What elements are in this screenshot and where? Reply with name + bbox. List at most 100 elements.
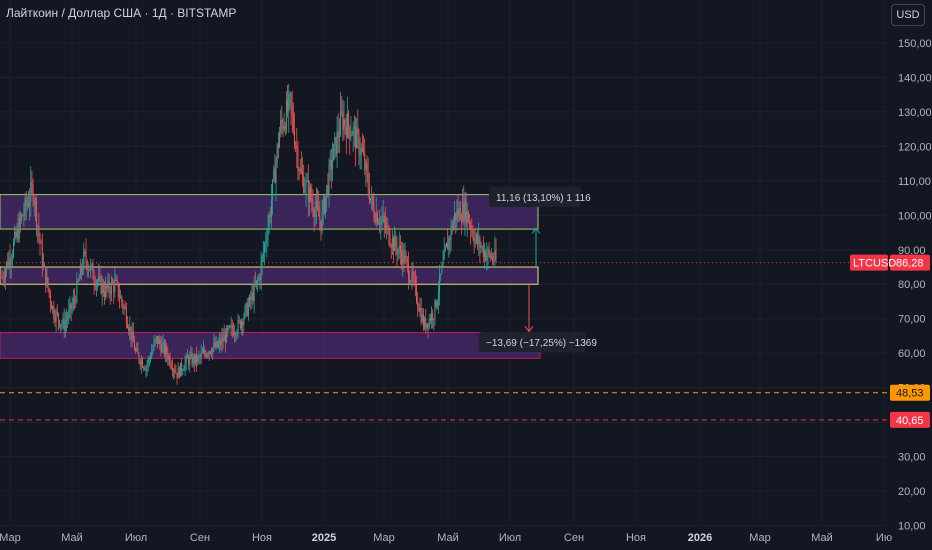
y-tick-label: 140,00 <box>898 72 932 84</box>
candle-body <box>238 320 240 321</box>
candle-body <box>444 246 446 250</box>
candle-body <box>333 144 335 161</box>
candle-body <box>63 318 65 331</box>
candle-body <box>298 169 300 172</box>
candle-body <box>267 226 269 241</box>
candle-body <box>402 249 404 264</box>
candle-body <box>449 237 451 240</box>
candle-body <box>352 127 354 136</box>
candle-body <box>386 225 388 229</box>
candle-body <box>346 113 348 138</box>
candle-body <box>169 356 171 366</box>
candle-body <box>48 288 50 294</box>
candle-body <box>228 326 230 330</box>
candle-body <box>495 249 497 259</box>
candle-body <box>181 363 183 371</box>
candle-body <box>304 190 306 193</box>
candle-body <box>399 245 401 254</box>
candle-body <box>482 246 484 257</box>
candle-body <box>439 274 441 294</box>
candle-body <box>317 201 319 208</box>
candle-body <box>34 201 36 205</box>
candle-body <box>335 137 337 155</box>
candle-body <box>310 187 312 199</box>
candle-body <box>376 212 378 224</box>
candle-body <box>213 343 215 348</box>
candle-body <box>359 154 361 156</box>
candle-body <box>295 144 297 146</box>
candle-body <box>97 281 99 283</box>
candle-body <box>84 251 86 253</box>
candle-body <box>139 360 141 365</box>
candle-body <box>467 211 469 223</box>
candle-body <box>276 144 278 162</box>
candle-body <box>183 369 185 371</box>
x-tick-label: Мар <box>749 532 771 544</box>
candle-body <box>150 358 152 360</box>
candle-body <box>197 356 199 363</box>
candle-body <box>79 265 81 279</box>
candle-body <box>47 277 49 289</box>
candle-body <box>145 367 147 371</box>
price-tag-value-bg <box>890 384 930 401</box>
candle-body <box>3 278 5 280</box>
candle-body <box>98 275 100 282</box>
candle-body <box>361 147 363 151</box>
candle-body <box>416 283 418 302</box>
candle-body <box>466 211 468 223</box>
candle-body <box>51 302 53 310</box>
candle-body <box>45 267 47 286</box>
y-tick-label: 130,00 <box>898 107 932 119</box>
candle-body <box>291 105 293 114</box>
candle-body <box>321 210 323 232</box>
candle-body <box>342 112 344 130</box>
candle-body <box>445 243 447 247</box>
candle-body <box>328 164 330 195</box>
candle-body <box>315 201 317 210</box>
candle-body <box>165 346 167 354</box>
candle-body <box>95 282 97 287</box>
candle-body <box>116 279 118 283</box>
candle-body <box>247 304 249 316</box>
candle-body <box>135 350 137 352</box>
candle-body <box>384 222 386 229</box>
candle-body <box>253 283 255 301</box>
candle-body <box>355 126 357 149</box>
candle-body <box>67 317 69 320</box>
price-tag-value: 86,28 <box>896 258 924 270</box>
candle-body <box>443 249 445 260</box>
candle-body <box>102 283 104 293</box>
candle-body <box>37 226 39 227</box>
candle-body <box>170 365 172 368</box>
candle-body <box>318 207 320 217</box>
symbol-title: Лайткоин / Доллар США · 1Д · BITSTAMP <box>6 6 237 20</box>
candle-body <box>118 296 120 299</box>
candle-body <box>107 281 109 289</box>
candle-body <box>148 358 150 360</box>
candle-body <box>125 308 127 324</box>
candle-body <box>173 370 175 371</box>
candle-body <box>129 326 131 331</box>
candle-body <box>341 111 343 113</box>
candle-body <box>374 217 376 223</box>
candle-body <box>15 231 17 237</box>
candle-body <box>201 352 203 354</box>
candle-body <box>38 226 40 235</box>
candle-body <box>161 344 163 353</box>
candle-body <box>422 314 424 328</box>
candle-body <box>147 358 149 365</box>
candle-body <box>133 342 135 351</box>
candle-body <box>393 238 395 251</box>
candle-body <box>483 251 485 257</box>
candle-body <box>106 285 108 289</box>
candle-body <box>261 255 263 263</box>
candle-body <box>425 318 427 329</box>
candle-body <box>435 300 437 307</box>
candle-body <box>329 159 331 165</box>
candle-body <box>287 100 289 112</box>
y-tick-label: 100,00 <box>898 210 932 222</box>
candle-body <box>57 313 59 321</box>
currency-button[interactable]: USD <box>891 4 925 26</box>
candle-body <box>138 353 140 361</box>
